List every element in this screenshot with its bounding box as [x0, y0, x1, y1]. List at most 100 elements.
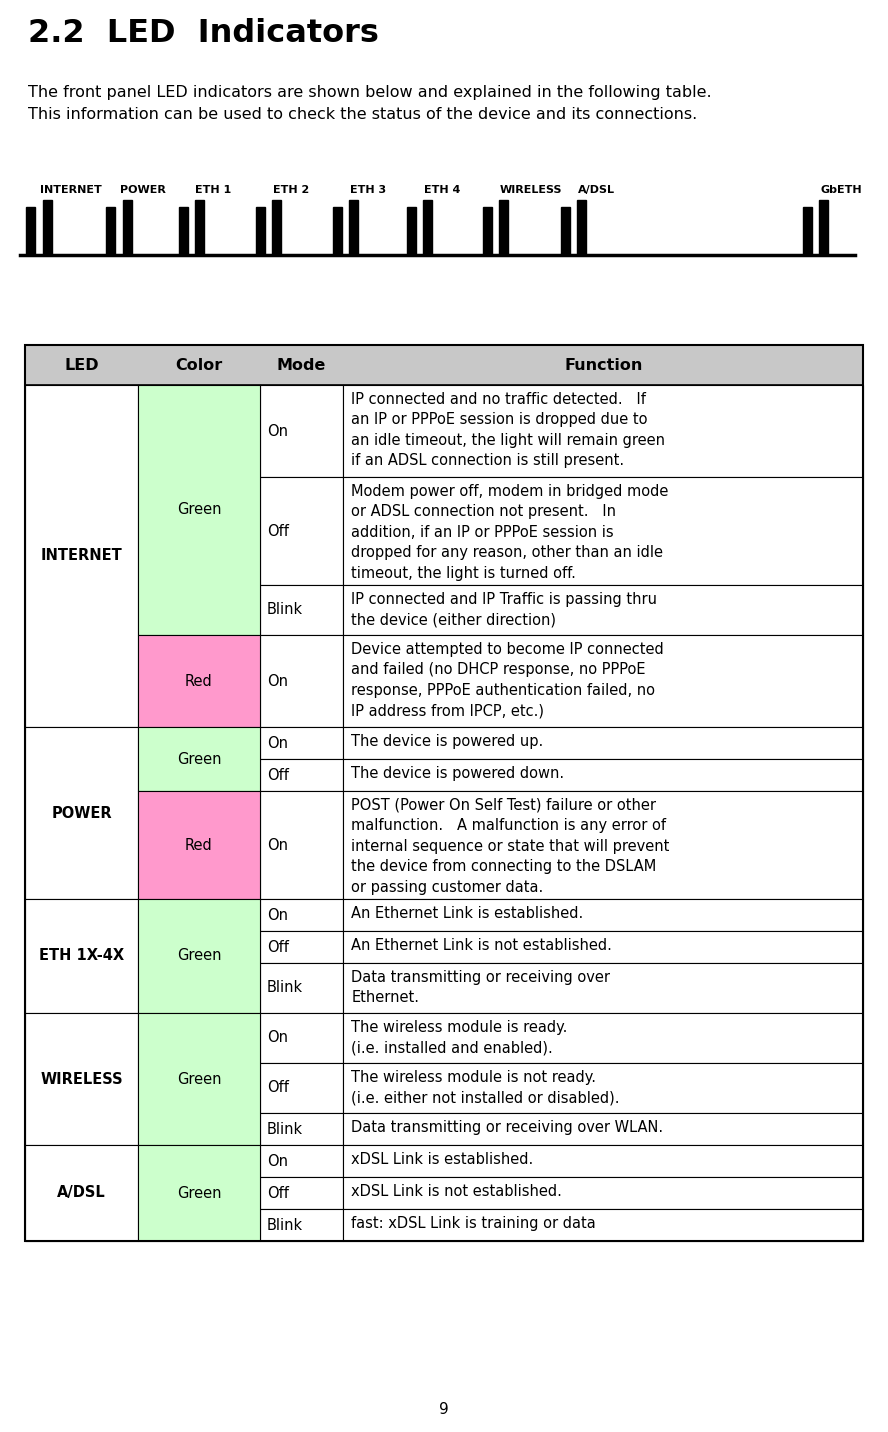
Text: Color: Color: [175, 358, 223, 372]
Bar: [259, 385, 344, 477]
Bar: [348, 200, 358, 255]
Text: On: On: [266, 1154, 288, 1169]
Text: Blink: Blink: [266, 1217, 303, 1233]
Bar: [178, 208, 187, 255]
Text: fast: xDSL Link is training or data: fast: xDSL Link is training or data: [352, 1216, 596, 1232]
Bar: [25, 899, 139, 1012]
Text: On: On: [266, 838, 288, 852]
Text: Green: Green: [177, 1186, 221, 1200]
Text: The device is powered down.: The device is powered down.: [352, 766, 565, 780]
Text: On: On: [266, 673, 288, 689]
Text: The front panel LED indicators are shown below and explained in the following ta: The front panel LED indicators are shown…: [28, 84, 711, 100]
Bar: [259, 1209, 344, 1242]
Bar: [407, 208, 416, 255]
Text: Data transmitting or receiving over
Ethernet.: Data transmitting or receiving over Ethe…: [352, 969, 610, 1005]
Bar: [25, 1146, 139, 1242]
Bar: [139, 1146, 259, 1242]
Bar: [259, 899, 344, 931]
Text: An Ethernet Link is established.: An Ethernet Link is established.: [352, 906, 583, 921]
Bar: [344, 1177, 863, 1209]
Text: POWER: POWER: [120, 185, 166, 195]
Text: Off: Off: [266, 768, 289, 782]
Text: Modem power off, modem in bridged mode
or ADSL connection not present.   In
addi: Modem power off, modem in bridged mode o…: [352, 484, 669, 580]
Bar: [139, 727, 259, 790]
Bar: [26, 208, 35, 255]
Text: WIRELESS: WIRELESS: [500, 185, 562, 195]
Bar: [256, 208, 265, 255]
Bar: [344, 759, 863, 790]
Bar: [272, 200, 281, 255]
Text: ETH 4: ETH 4: [424, 185, 460, 195]
Text: INTERNET: INTERNET: [40, 185, 102, 195]
Text: POST (Power On Self Test) failure or other
malfunction.   A malfunction is any e: POST (Power On Self Test) failure or oth…: [352, 798, 670, 895]
Text: Green: Green: [177, 752, 221, 766]
Text: Off: Off: [266, 524, 289, 538]
Text: xDSL Link is not established.: xDSL Link is not established.: [352, 1184, 562, 1199]
Bar: [25, 385, 139, 727]
Bar: [344, 586, 863, 634]
Bar: [259, 1177, 344, 1209]
Bar: [344, 1209, 863, 1242]
Bar: [332, 208, 342, 255]
Text: On: On: [266, 1031, 288, 1045]
Bar: [25, 345, 863, 385]
Text: An Ethernet Link is not established.: An Ethernet Link is not established.: [352, 938, 613, 954]
Text: WIRELESS: WIRELESS: [40, 1071, 123, 1087]
Text: Off: Off: [266, 939, 289, 955]
Text: IP connected and IP Traffic is passing thru
the device (either direction): IP connected and IP Traffic is passing t…: [352, 591, 657, 627]
Text: Green: Green: [177, 1071, 221, 1087]
Bar: [344, 1063, 863, 1113]
Text: ETH 2: ETH 2: [273, 185, 309, 195]
Bar: [344, 1012, 863, 1063]
Bar: [498, 200, 508, 255]
Bar: [259, 931, 344, 962]
Text: The device is powered up.: The device is powered up.: [352, 735, 543, 749]
Text: On: On: [266, 736, 288, 750]
Text: Function: Function: [564, 358, 642, 372]
Bar: [139, 1012, 259, 1146]
Text: Blink: Blink: [266, 981, 303, 995]
Text: Red: Red: [185, 673, 213, 689]
Bar: [803, 208, 812, 255]
Text: 2.2  LED  Indicators: 2.2 LED Indicators: [28, 19, 379, 49]
Text: Device attempted to become IP connected
and failed (no DHCP response, no PPPoE
r: Device attempted to become IP connected …: [352, 642, 664, 719]
Bar: [25, 345, 863, 1242]
Text: INTERNET: INTERNET: [41, 548, 123, 564]
Text: The wireless module is ready.
(i.e. installed and enabled).: The wireless module is ready. (i.e. inst…: [352, 1020, 567, 1055]
Text: ETH 3: ETH 3: [350, 185, 386, 195]
Text: 9: 9: [440, 1402, 448, 1418]
Bar: [344, 1146, 863, 1177]
Bar: [259, 1113, 344, 1146]
Bar: [259, 790, 344, 899]
Bar: [259, 962, 344, 1012]
Text: A/DSL: A/DSL: [578, 185, 615, 195]
Bar: [344, 899, 863, 931]
Bar: [344, 931, 863, 962]
Bar: [344, 634, 863, 727]
Text: This information can be used to check the status of the device and its connectio: This information can be used to check th…: [28, 107, 697, 122]
Text: xDSL Link is established.: xDSL Link is established.: [352, 1151, 534, 1167]
Bar: [123, 200, 131, 255]
Bar: [139, 634, 259, 727]
Bar: [139, 790, 259, 899]
Bar: [259, 1012, 344, 1063]
Text: Red: Red: [185, 838, 213, 852]
Text: Blink: Blink: [266, 1121, 303, 1137]
Text: A/DSL: A/DSL: [57, 1186, 106, 1200]
Bar: [819, 200, 828, 255]
Bar: [259, 634, 344, 727]
Bar: [259, 1063, 344, 1113]
Text: Mode: Mode: [277, 358, 326, 372]
Bar: [482, 208, 491, 255]
Bar: [259, 727, 344, 759]
Bar: [259, 586, 344, 634]
Text: Blink: Blink: [266, 603, 303, 617]
Bar: [344, 385, 863, 477]
Bar: [43, 200, 52, 255]
Text: Off: Off: [266, 1081, 289, 1095]
Text: GbETH: GbETH: [820, 185, 861, 195]
Bar: [25, 727, 139, 899]
Bar: [344, 790, 863, 899]
Bar: [106, 208, 115, 255]
Bar: [259, 1146, 344, 1177]
